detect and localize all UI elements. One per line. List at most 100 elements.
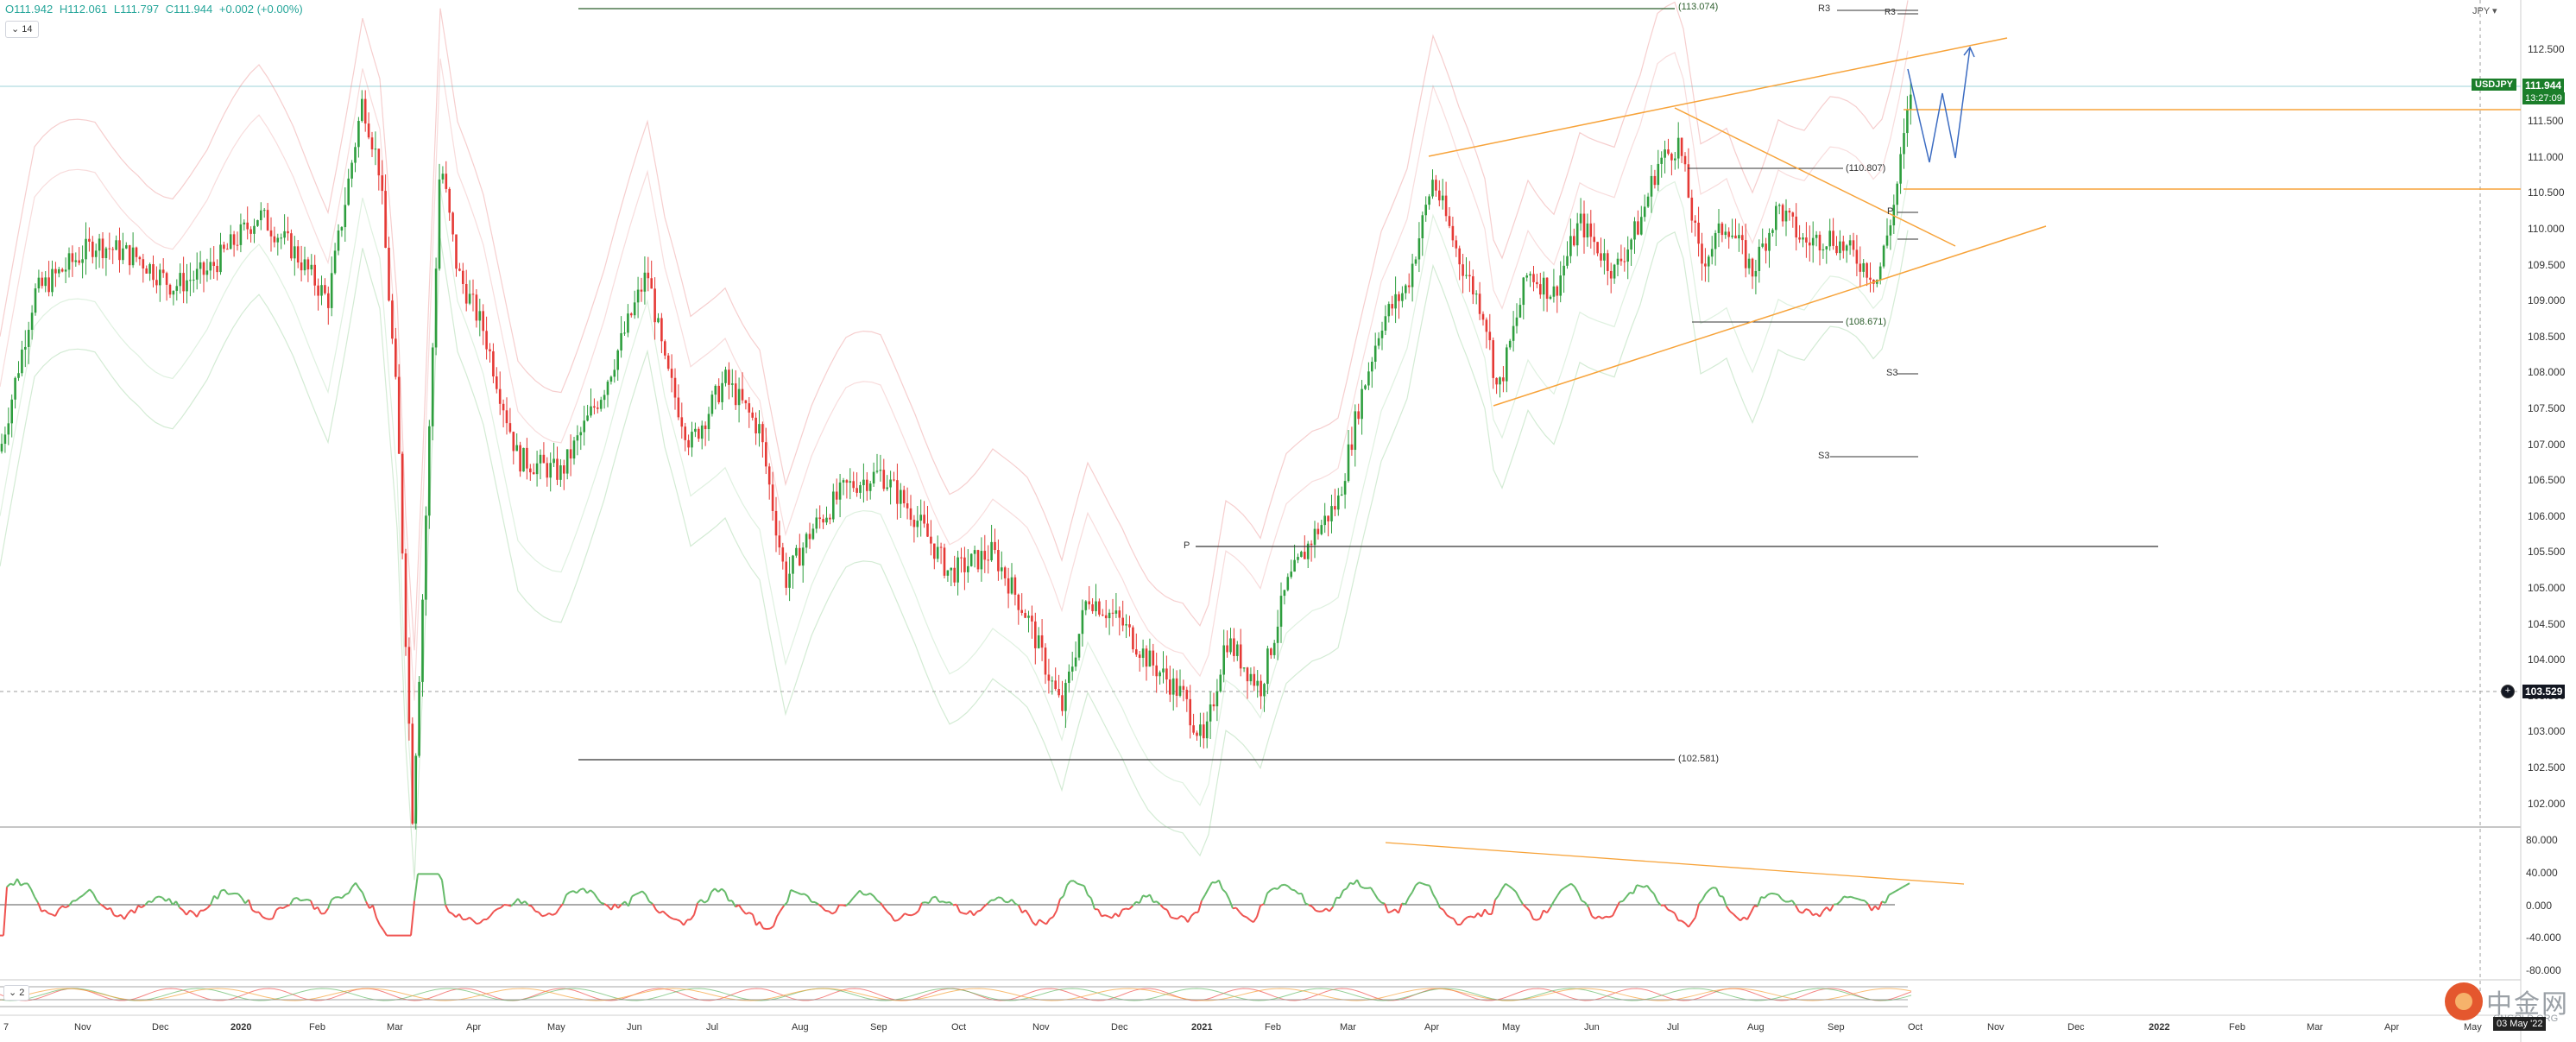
candle-body [1330, 506, 1333, 521]
candle-body [350, 162, 353, 179]
candle-body [1674, 158, 1676, 161]
indicator-collapse-chip[interactable]: ⌄ 14 [5, 21, 39, 38]
oscillator-segment [220, 888, 225, 892]
oscillator-segment [1132, 901, 1137, 907]
candle-body [431, 347, 434, 426]
candle-body [556, 458, 559, 480]
ohlc-change: +0.002 (+0.00%) [218, 3, 303, 16]
oscillator-segment [538, 912, 543, 917]
oscillator-segment [117, 913, 122, 918]
candle-body [74, 260, 78, 262]
oscillator-segment [614, 903, 619, 909]
candle-body [1293, 559, 1296, 572]
oscillator-segment [372, 905, 377, 919]
oscillator-segment [1152, 900, 1158, 904]
candle-body [751, 412, 754, 418]
oscillator-segment [1736, 917, 1741, 922]
candle-body [832, 491, 835, 520]
oscillator-segment [1788, 900, 1793, 903]
candle-body [508, 423, 512, 433]
candle-body [1545, 277, 1549, 300]
candle-body [1818, 234, 1822, 251]
oscillator-segment [1729, 910, 1734, 915]
candle-body [1024, 612, 1026, 618]
candle-body [744, 400, 748, 404]
oscillator-segment [1004, 900, 1009, 904]
candle-body [212, 262, 215, 267]
oscillator-segment [486, 915, 491, 920]
candle-body [1559, 275, 1562, 296]
candle-body [599, 400, 603, 409]
candle-body [616, 350, 619, 370]
candle-body [987, 559, 989, 561]
candle-body [1357, 411, 1360, 420]
candle-body [1256, 680, 1259, 686]
time-tick: Jun [1584, 1022, 1600, 1033]
time-tick: 2022 [2149, 1022, 2170, 1033]
candle-body [698, 428, 700, 439]
candle-body [609, 376, 613, 382]
oscillator-segment [562, 894, 567, 905]
symbol-badge: USDJPY [2472, 79, 2517, 91]
candle-body [529, 468, 532, 473]
candle-body [27, 330, 30, 347]
oscillator-segment [1242, 914, 1247, 919]
candle-body [1084, 601, 1088, 610]
candle-body [950, 567, 953, 571]
candle-body [579, 432, 583, 436]
candle-body [1619, 258, 1623, 262]
oscillator-segment [652, 903, 657, 911]
candle-body [1825, 246, 1828, 249]
oscillator-segment [828, 910, 833, 915]
oscillator-segment [1581, 900, 1586, 904]
oscillator-segment [938, 900, 944, 903]
oscillator-segment [1525, 906, 1531, 912]
candle-body [1421, 215, 1424, 239]
brand-logo-icon [2445, 982, 2483, 1020]
candle-body [448, 188, 451, 213]
candle-body [1455, 240, 1458, 249]
oscillator-segment [735, 904, 740, 908]
oscillator-segment [1104, 914, 1109, 918]
candle-body [455, 234, 458, 269]
chevron-down-icon: ▾ [2492, 6, 2497, 16]
candle-body [54, 268, 57, 274]
currency-selector[interactable]: JPY ▾ [2472, 5, 2497, 16]
crosshair-plus-icon[interactable]: + [2501, 685, 2515, 698]
candle-body [122, 248, 124, 261]
oscillator-segment [127, 909, 132, 915]
candle-body [902, 489, 906, 504]
oscillator-segment [869, 893, 874, 897]
oscillator-segment [1850, 895, 1855, 900]
oscillator-segment [790, 888, 795, 893]
candle-body [482, 311, 484, 332]
candle-body [324, 285, 326, 294]
candle-body [327, 293, 330, 308]
oscillator-segment [1467, 915, 1472, 919]
time-tick: Nov [1987, 1022, 2005, 1033]
oscillator-segment [1836, 900, 1841, 906]
candle-body [216, 266, 218, 273]
candle-body [21, 349, 23, 374]
oscillator-collapse-chip[interactable]: ⌄ 2 [3, 985, 30, 1001]
projection-path [1907, 47, 1971, 163]
oscillator-segment [251, 909, 256, 913]
candle-body [1589, 223, 1593, 237]
candle-body [381, 175, 383, 192]
candle-body [1582, 213, 1586, 238]
candle-body [1272, 642, 1276, 655]
oscillator-segment [1764, 894, 1769, 899]
candle-body [306, 259, 310, 270]
candle-body [1051, 680, 1054, 682]
oscillator-segment [144, 900, 149, 906]
oscillator-segment [759, 921, 764, 929]
oscillator-segment [1163, 907, 1168, 911]
oscillator-segment [1674, 913, 1679, 921]
time-tick: Jun [627, 1022, 642, 1033]
oscillator-segment [1622, 896, 1627, 902]
oscillator-segment [6, 882, 11, 888]
candle-body [1068, 671, 1070, 684]
oscillator-segment [1418, 881, 1424, 885]
candle-body [1027, 616, 1030, 618]
